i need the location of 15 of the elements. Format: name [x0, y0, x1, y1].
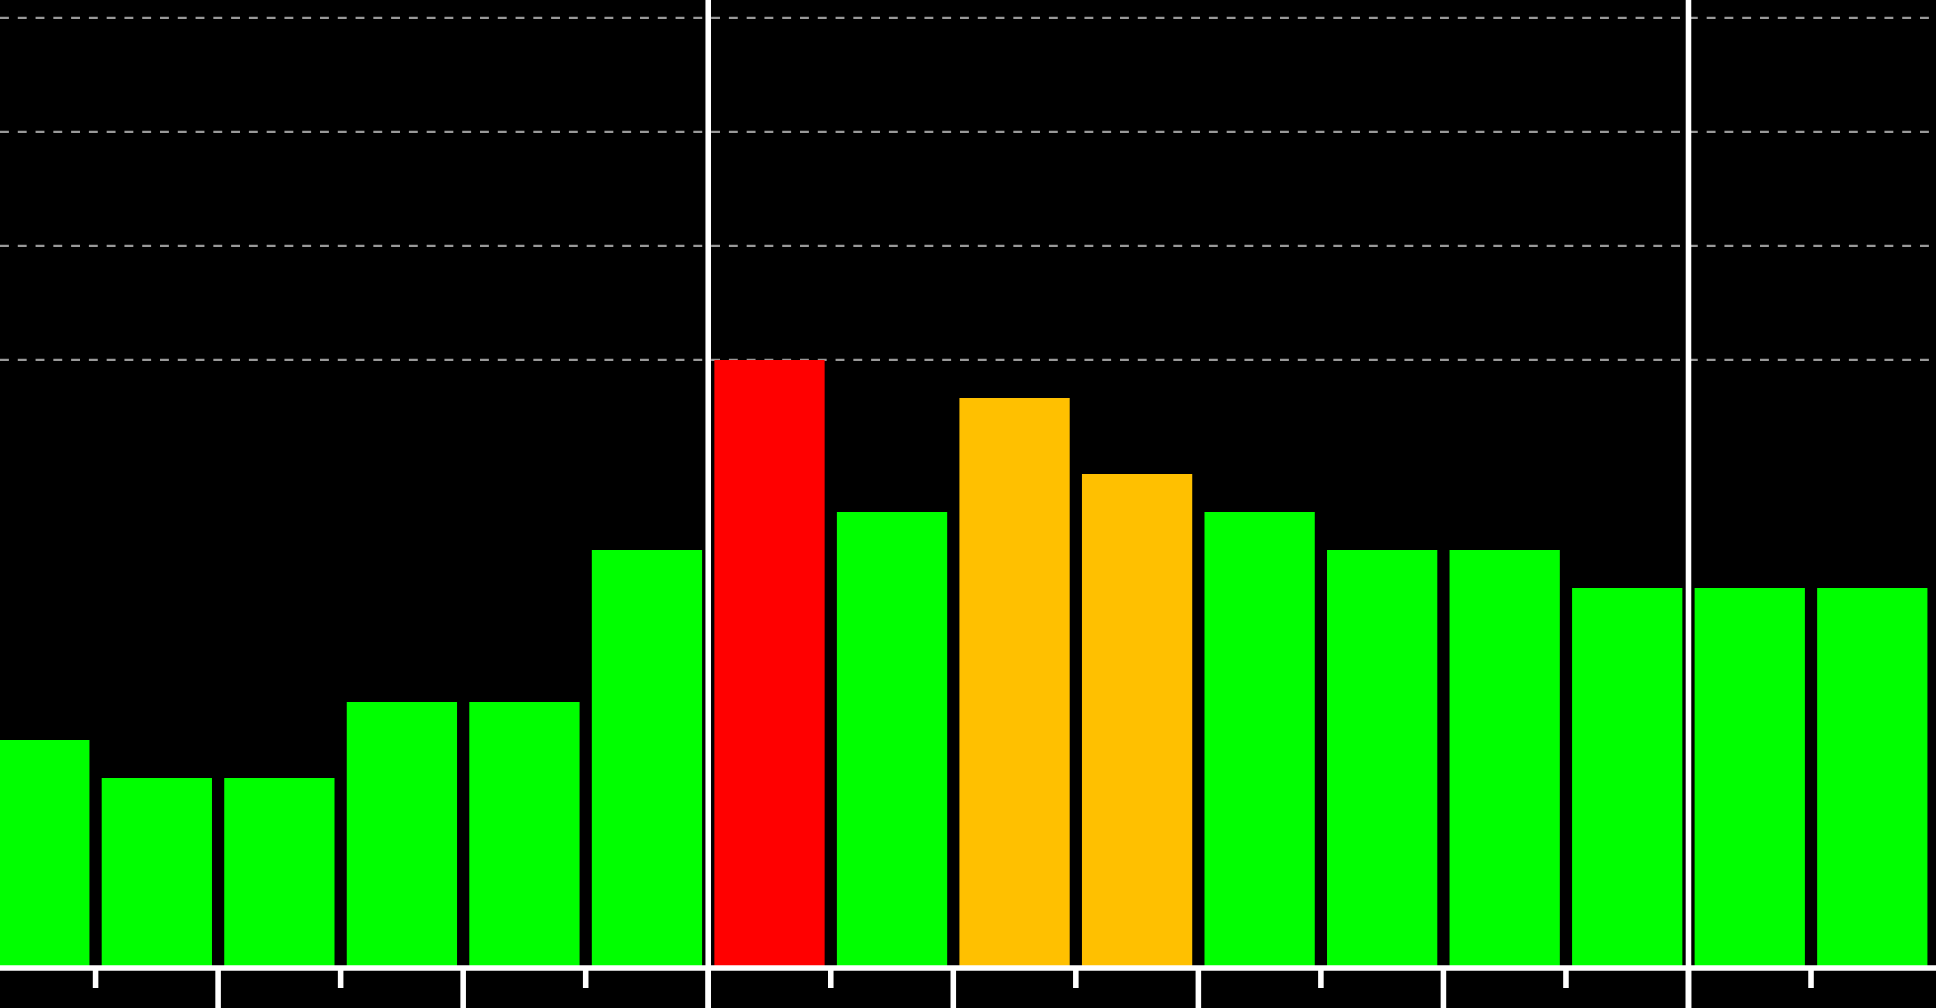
- bar: [1327, 549, 1438, 968]
- bar: [346, 701, 458, 968]
- bar: [1817, 587, 1928, 968]
- bar: [224, 777, 335, 968]
- bar: [1204, 511, 1315, 968]
- bar: [1449, 549, 1560, 968]
- bar: [591, 549, 703, 968]
- bar: [1081, 473, 1193, 968]
- bar: [101, 777, 212, 968]
- bar: [1694, 587, 1805, 968]
- bar: [469, 701, 580, 968]
- bar: [1572, 587, 1683, 968]
- bar: [714, 359, 825, 968]
- bar: [959, 397, 1070, 968]
- bar: [836, 511, 948, 968]
